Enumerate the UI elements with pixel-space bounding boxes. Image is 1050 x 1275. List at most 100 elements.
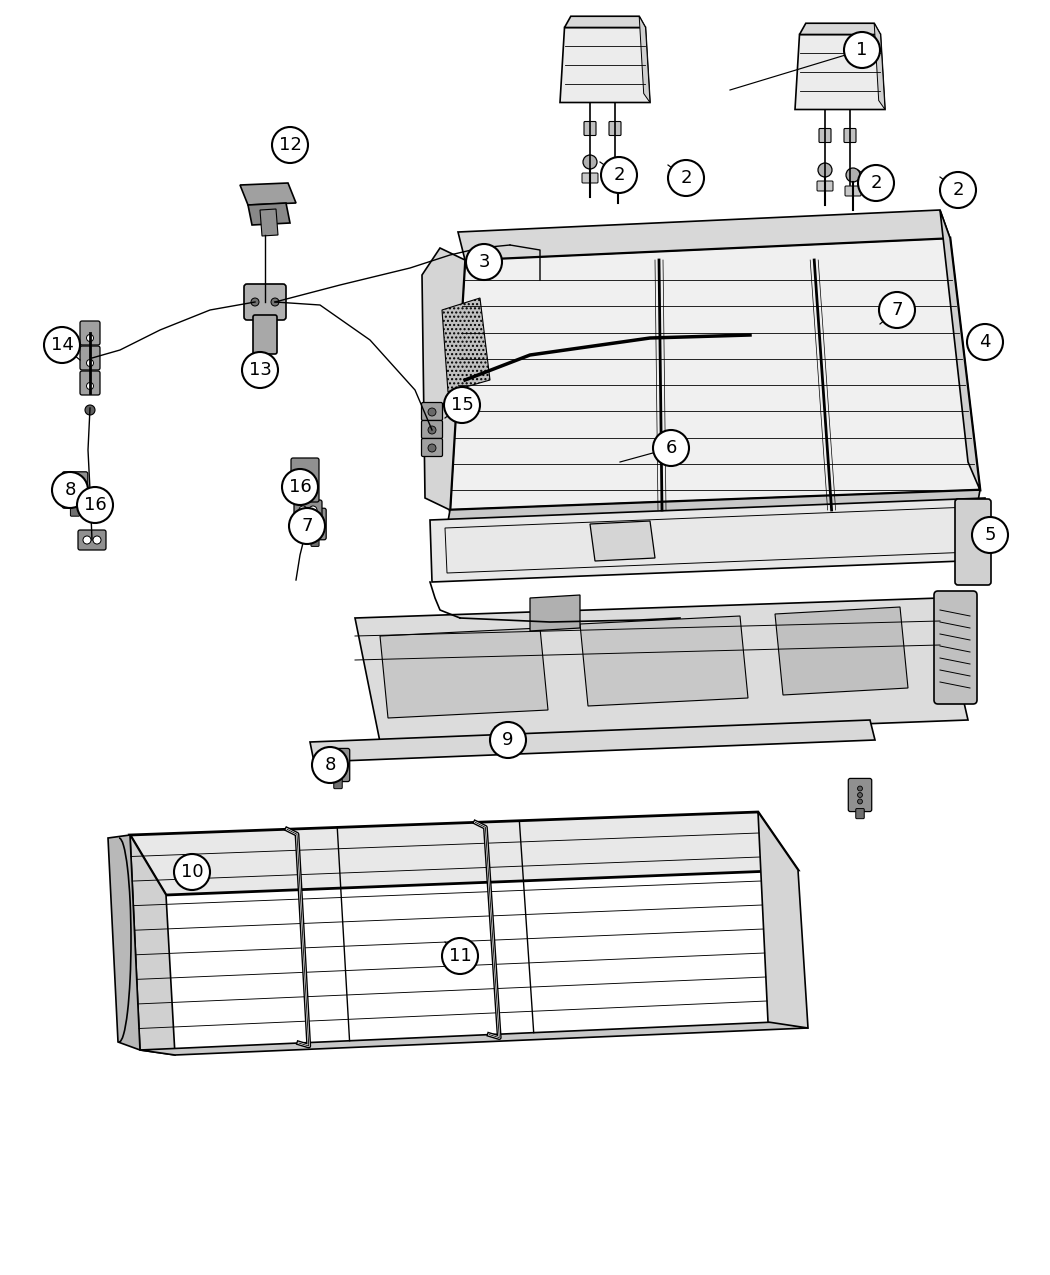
Circle shape <box>77 487 113 523</box>
Circle shape <box>668 159 704 196</box>
Circle shape <box>312 747 348 783</box>
Polygon shape <box>130 835 175 1054</box>
Circle shape <box>653 430 689 465</box>
Text: 12: 12 <box>278 136 301 154</box>
Circle shape <box>428 444 436 453</box>
Polygon shape <box>450 238 980 510</box>
Circle shape <box>83 536 91 544</box>
Circle shape <box>444 388 480 423</box>
Circle shape <box>611 161 625 175</box>
Text: 14: 14 <box>50 337 74 354</box>
Text: 3: 3 <box>478 252 489 272</box>
Polygon shape <box>940 210 980 490</box>
FancyBboxPatch shape <box>327 748 350 782</box>
Polygon shape <box>248 203 290 224</box>
Circle shape <box>336 756 340 761</box>
Circle shape <box>972 516 1008 553</box>
Circle shape <box>299 506 307 514</box>
Circle shape <box>174 854 210 890</box>
Text: 15: 15 <box>450 397 474 414</box>
FancyBboxPatch shape <box>253 315 277 354</box>
Circle shape <box>858 164 894 201</box>
Polygon shape <box>799 23 881 34</box>
Circle shape <box>93 536 101 544</box>
FancyBboxPatch shape <box>819 129 831 143</box>
Polygon shape <box>565 17 646 28</box>
Text: 9: 9 <box>502 731 513 748</box>
Polygon shape <box>130 812 798 895</box>
Polygon shape <box>758 812 809 1028</box>
Polygon shape <box>795 34 885 110</box>
Polygon shape <box>240 184 296 205</box>
Circle shape <box>601 157 637 193</box>
Text: 16: 16 <box>289 478 312 496</box>
Polygon shape <box>310 720 875 762</box>
FancyBboxPatch shape <box>848 779 872 812</box>
Circle shape <box>858 799 862 805</box>
FancyBboxPatch shape <box>244 284 286 320</box>
Polygon shape <box>639 17 650 102</box>
FancyBboxPatch shape <box>934 592 976 704</box>
Circle shape <box>52 472 88 507</box>
Circle shape <box>313 515 317 520</box>
FancyBboxPatch shape <box>334 779 342 789</box>
FancyBboxPatch shape <box>856 808 864 819</box>
Text: 10: 10 <box>181 863 204 881</box>
Circle shape <box>858 787 862 790</box>
Circle shape <box>313 521 317 527</box>
Text: 7: 7 <box>891 301 903 319</box>
FancyBboxPatch shape <box>80 346 100 370</box>
Circle shape <box>86 334 93 342</box>
Polygon shape <box>140 1023 808 1054</box>
FancyBboxPatch shape <box>584 121 596 135</box>
Circle shape <box>336 769 340 774</box>
Polygon shape <box>590 521 655 561</box>
Circle shape <box>844 32 880 68</box>
FancyBboxPatch shape <box>80 321 100 346</box>
Polygon shape <box>445 490 980 538</box>
Circle shape <box>818 163 832 177</box>
FancyBboxPatch shape <box>294 500 322 520</box>
Polygon shape <box>775 607 908 695</box>
Text: 11: 11 <box>448 947 471 965</box>
FancyBboxPatch shape <box>956 499 991 585</box>
Circle shape <box>86 382 93 389</box>
FancyBboxPatch shape <box>609 121 621 135</box>
Polygon shape <box>430 499 988 581</box>
Text: 4: 4 <box>980 333 991 351</box>
Circle shape <box>86 360 93 366</box>
Text: 5: 5 <box>984 527 995 544</box>
Circle shape <box>428 408 436 416</box>
Polygon shape <box>560 28 650 102</box>
Text: 7: 7 <box>301 516 313 536</box>
FancyBboxPatch shape <box>421 403 442 421</box>
Circle shape <box>879 292 915 328</box>
Circle shape <box>313 528 317 533</box>
Circle shape <box>967 324 1003 360</box>
Circle shape <box>583 156 597 170</box>
Circle shape <box>940 172 976 208</box>
FancyBboxPatch shape <box>817 181 833 191</box>
Text: 16: 16 <box>84 496 106 514</box>
Circle shape <box>490 722 526 759</box>
Circle shape <box>466 244 502 280</box>
Polygon shape <box>580 616 748 706</box>
Text: 8: 8 <box>324 756 336 774</box>
FancyBboxPatch shape <box>78 530 106 550</box>
Text: 6: 6 <box>666 439 676 456</box>
FancyBboxPatch shape <box>70 505 80 516</box>
Circle shape <box>72 487 78 492</box>
Circle shape <box>272 128 308 163</box>
Circle shape <box>44 326 80 363</box>
Text: 2: 2 <box>870 173 882 193</box>
Circle shape <box>251 298 259 306</box>
FancyBboxPatch shape <box>421 421 442 439</box>
FancyBboxPatch shape <box>610 179 626 189</box>
Polygon shape <box>422 249 465 510</box>
Text: 1: 1 <box>857 41 867 59</box>
Circle shape <box>858 793 862 797</box>
Text: 2: 2 <box>613 166 625 184</box>
Text: 13: 13 <box>249 361 272 379</box>
Polygon shape <box>875 23 885 110</box>
Circle shape <box>242 352 278 388</box>
